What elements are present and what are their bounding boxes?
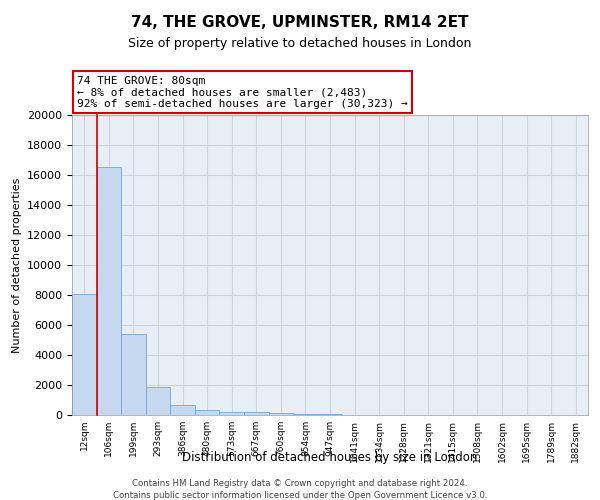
Text: Contains public sector information licensed under the Open Government Licence v3: Contains public sector information licen…	[113, 490, 487, 500]
Bar	[170, 404, 195, 415]
Bar	[146, 386, 170, 415]
Bar	[318, 414, 342, 415]
Bar	[269, 413, 293, 415]
Text: Size of property relative to detached houses in London: Size of property relative to detached ho…	[128, 38, 472, 51]
Bar	[195, 410, 220, 415]
Bar	[220, 412, 244, 415]
Text: 74 THE GROVE: 80sqm
← 8% of detached houses are smaller (2,483)
92% of semi-deta: 74 THE GROVE: 80sqm ← 8% of detached hou…	[77, 76, 408, 109]
Y-axis label: Number of detached properties: Number of detached properties	[11, 178, 22, 352]
Text: Contains HM Land Registry data © Crown copyright and database right 2024.: Contains HM Land Registry data © Crown c…	[132, 480, 468, 488]
Bar	[244, 412, 269, 415]
Bar	[97, 168, 121, 415]
Bar	[72, 294, 97, 415]
Text: Distribution of detached houses by size in London: Distribution of detached houses by size …	[182, 451, 478, 464]
Bar	[293, 414, 318, 415]
Text: 74, THE GROVE, UPMINSTER, RM14 2ET: 74, THE GROVE, UPMINSTER, RM14 2ET	[131, 15, 469, 30]
Bar	[121, 334, 146, 415]
